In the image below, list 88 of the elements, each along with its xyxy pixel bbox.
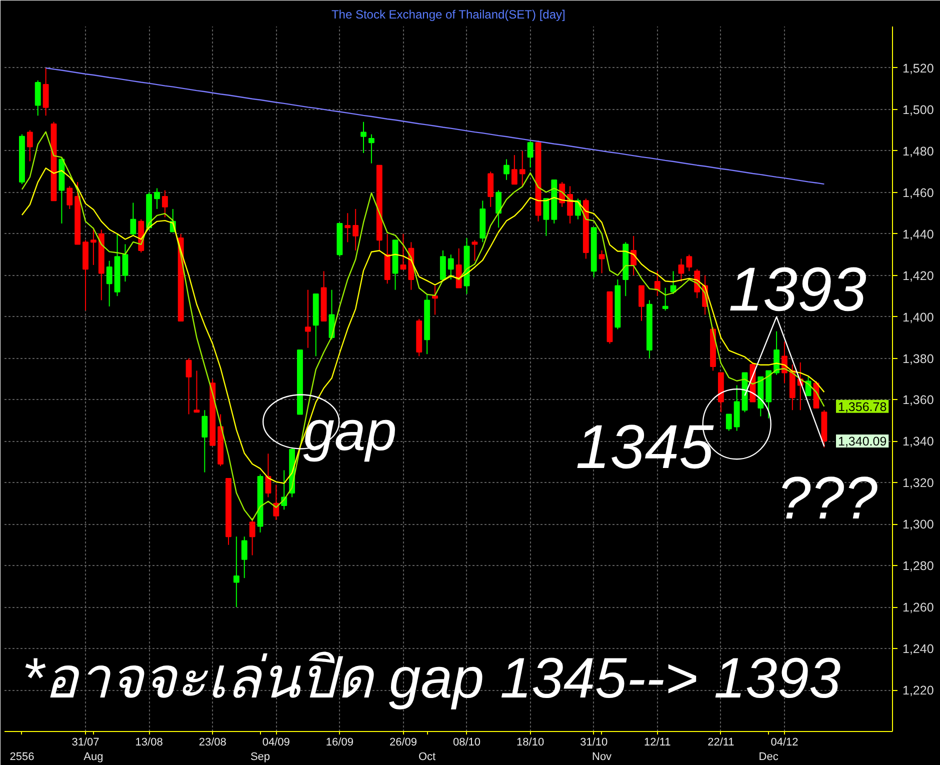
annotation: 1393 [728, 256, 866, 325]
candlestick [519, 150, 526, 187]
annotation: *อาจจะเล่นปิด gap 1345--> 1393 [22, 646, 841, 710]
candlestick [304, 289, 311, 348]
candlestick [360, 121, 366, 154]
candlestick [488, 171, 494, 208]
x-tick-label: 31/10 [580, 736, 608, 748]
candlestick [241, 536, 248, 579]
candlestick [162, 190, 168, 218]
y-tick-label: 1,260 [902, 600, 934, 615]
y-tick-label: 1,400 [902, 310, 934, 324]
y-tick-label: 1,500 [902, 102, 934, 117]
candlestick [726, 414, 732, 432]
candlestick [598, 250, 605, 274]
x-tick-label: 22/11 [708, 736, 734, 748]
candlestick [154, 188, 160, 210]
x-tick-label: Oct [418, 750, 436, 763]
y-tick-label: 1,380 [902, 352, 934, 366]
y-tick-label: 1,440 [902, 227, 934, 242]
x-tick-label: Aug [84, 750, 104, 763]
candlestick [34, 80, 41, 116]
candlestick [774, 330, 780, 376]
y-tick-label: 1,360 [902, 393, 934, 408]
candlestick [448, 254, 454, 280]
chart-title: The Stock Exchange of Thailand(SET) [day] [331, 8, 566, 22]
y-tick-label: 1,460 [902, 186, 934, 200]
y-tick-label: 1,320 [902, 476, 934, 490]
x-tick-label: 31/07 [72, 736, 100, 748]
candlestick [456, 248, 462, 288]
candlestick [686, 254, 692, 272]
candlestick [400, 233, 406, 270]
x-tick-label: 13/08 [135, 736, 163, 748]
candlestick [194, 370, 200, 413]
y-tick-label: 1,480 [902, 144, 934, 158]
y-tick-label: 1,240 [902, 642, 934, 656]
candlestick [90, 227, 96, 266]
candlestick [42, 67, 49, 116]
x-tick-label: 16/09 [326, 736, 354, 748]
candlestick [273, 484, 280, 520]
x-tick-label: 18/10 [516, 736, 544, 748]
candlestick [106, 260, 112, 307]
y-tick-label: 1,520 [902, 61, 934, 76]
x-tick-label: 12/11 [644, 736, 671, 748]
candlestick [440, 250, 446, 282]
candlestick [567, 186, 573, 224]
candlestick [670, 270, 676, 294]
candlestick [511, 154, 518, 185]
x-tick-label: Nov [592, 750, 612, 763]
x-tick-label: Sep [250, 750, 270, 763]
x-tick-label: 04/12 [770, 736, 798, 748]
y-tick-label: 1,220 [902, 684, 934, 698]
candlestick [344, 212, 351, 243]
x-tick-label: 2556 [10, 750, 34, 763]
candlestick [186, 358, 192, 415]
annotation: 1345 [576, 413, 714, 482]
candlestick [249, 517, 256, 556]
candlestick [504, 158, 510, 180]
candlestick [472, 240, 478, 262]
candlestick [265, 453, 272, 498]
candlestick [654, 270, 660, 297]
candlestick [527, 140, 534, 168]
candlestick [662, 287, 668, 312]
candlestick [130, 202, 136, 236]
y-tick-label: 1,420 [902, 268, 934, 283]
y-tick-label: 1,280 [902, 559, 934, 574]
candlestick [352, 208, 359, 251]
x-tick-label: 26/09 [389, 736, 417, 748]
data-label: 1,356.78 [838, 400, 887, 414]
x-tick-label: 04/09 [262, 736, 290, 748]
candlestick [202, 410, 208, 473]
line-series [45, 67, 825, 185]
candlestick [496, 190, 502, 228]
annotation: ??? [777, 464, 878, 532]
candlestick [432, 285, 438, 316]
x-tick-label: 08/10 [453, 736, 481, 748]
candlestick [543, 198, 550, 236]
candlestick [122, 244, 128, 282]
candlestick [368, 134, 374, 164]
candlestick [678, 258, 684, 282]
y-tick-label: 1,300 [902, 518, 934, 532]
x-tick-label: 23/08 [198, 736, 226, 748]
y-tick-label: 1,340 [902, 434, 934, 449]
candlestick [233, 536, 240, 608]
x-tick-label: Dec [758, 750, 779, 763]
text: 1,340.09 [838, 434, 887, 449]
candlestick [638, 285, 644, 322]
candlestick [26, 130, 33, 162]
candlestick [66, 186, 73, 210]
